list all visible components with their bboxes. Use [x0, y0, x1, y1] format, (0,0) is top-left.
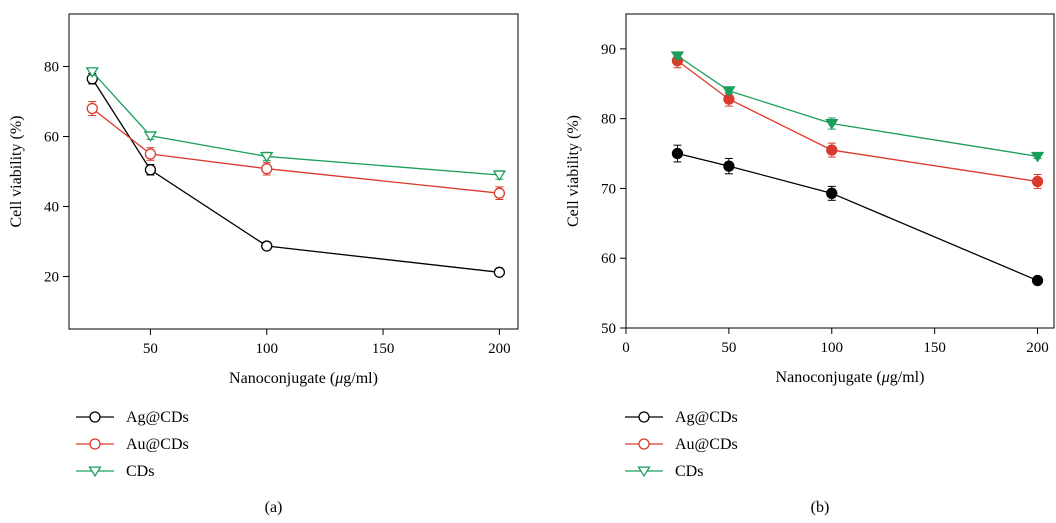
- data-point: [260, 151, 274, 163]
- data-point: [723, 160, 735, 172]
- x-tick-label: 150: [923, 340, 946, 356]
- series-Ag@CDs: [671, 144, 1044, 287]
- y-tick-label: 80: [601, 112, 616, 128]
- series-line: [677, 60, 1038, 183]
- data-point: [671, 147, 684, 160]
- legend-marker: [638, 438, 650, 450]
- data-point: [144, 164, 157, 176]
- legend-marker: [89, 438, 101, 450]
- legend-label: CDs: [675, 463, 703, 480]
- x-tick-label: 50: [721, 340, 736, 356]
- data-point: [1030, 151, 1045, 163]
- x-axis-title: Nanoconjugate (μg/ml): [229, 370, 378, 387]
- legend-label: Ag@CDs: [675, 409, 738, 426]
- series-CDs: [670, 51, 1045, 163]
- y-axis-title: Cell viability (%): [565, 115, 582, 227]
- x-tick-label: 200: [1026, 340, 1049, 356]
- y-tick-label: 60: [601, 251, 616, 267]
- y-tick-label: 20: [44, 270, 59, 286]
- y-tick-label: 40: [44, 200, 59, 216]
- series-Ag@CDs: [86, 73, 506, 278]
- x-tick-label: 50: [143, 341, 158, 357]
- x-tick-label: 150: [372, 341, 395, 357]
- y-tick-label: 50: [601, 321, 616, 337]
- legend-label: Au@CDs: [675, 436, 738, 453]
- data-point: [825, 119, 839, 130]
- y-tick-label: 60: [44, 130, 59, 146]
- y-axis-title: Cell viability (%): [8, 116, 25, 228]
- legend-marker: [637, 466, 651, 478]
- data-point: [493, 266, 506, 278]
- plot-frame: [625, 13, 1055, 329]
- data-point: [826, 144, 838, 156]
- series-CDs: [85, 67, 507, 182]
- legend-marker: [88, 466, 102, 478]
- data-point: [1031, 175, 1044, 188]
- data-point: [826, 187, 838, 199]
- y-tick-label: 70: [601, 181, 616, 197]
- data-point: [492, 170, 507, 182]
- chart-panel-b: 0 50 100 150 200 50 60 70 80 90 Nanoconjugate (μg/…: [528, 0, 1056, 523]
- y-tick-label: 90: [601, 42, 616, 58]
- legend-label: CDs: [126, 463, 154, 480]
- data-point: [143, 131, 158, 142]
- chart-b-svg: 0 50 100 150 200 50 60 70 80 90 Nanoconjugate (μg/…: [565, 13, 1055, 516]
- data-point: [1031, 274, 1044, 287]
- x-tick-label: 200: [488, 341, 511, 357]
- panel-label: (a): [265, 499, 283, 516]
- data-point: [722, 86, 736, 97]
- y-tick-label: 80: [44, 60, 59, 76]
- series-line: [91, 78, 500, 273]
- data-point: [144, 148, 157, 160]
- data-point: [493, 187, 506, 199]
- series-Au@CDs: [86, 101, 506, 200]
- series-line: [91, 107, 500, 194]
- x-tick-label: 100: [821, 340, 844, 356]
- data-point: [86, 102, 98, 115]
- legend-label: Au@CDs: [126, 436, 189, 453]
- x-tick-label: 100: [255, 341, 278, 357]
- x-axis-title: Nanoconjugate (μg/ml): [776, 369, 925, 386]
- data-point: [670, 51, 685, 63]
- panel-label: (b): [811, 499, 830, 516]
- plot-frame: [68, 13, 519, 330]
- series-line: [91, 71, 500, 176]
- chart-panel-a: 50 100 150 200 20 40 60 80 Nanoconjugate (μg/ml)…: [8, 13, 519, 516]
- legend-marker: [89, 411, 101, 423]
- series-line: [677, 55, 1038, 157]
- chart-a-svg: 50 100 150 200 20 40 60 80 Nanoconjugate (μg/ml)…: [8, 13, 519, 516]
- data-point: [261, 163, 273, 175]
- legend-label: Ag@CDs: [126, 409, 189, 426]
- x-tick-label: 0: [622, 340, 630, 356]
- data-point: [261, 240, 273, 252]
- series-line: [677, 152, 1038, 282]
- data-point: [85, 67, 99, 78]
- legend-marker: [638, 411, 650, 423]
